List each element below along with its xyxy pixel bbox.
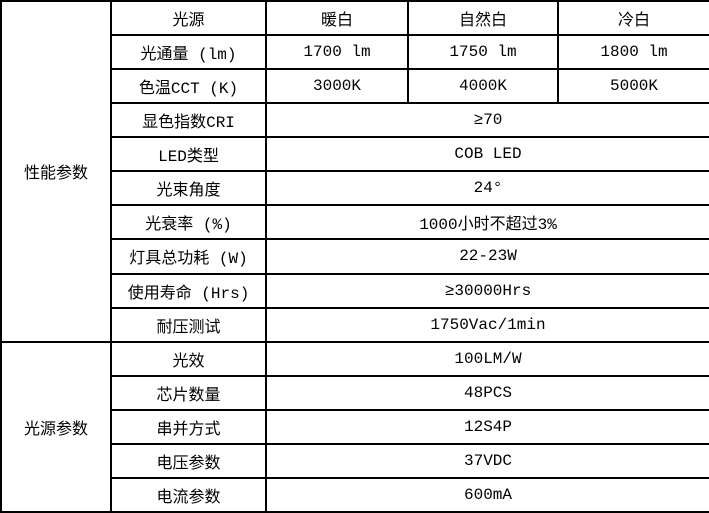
- table-row-chip-count: 芯片数量 48PCS: [1, 374, 709, 411]
- param-label: 芯片数量: [110, 374, 267, 411]
- header-cold-white: 冷白: [557, 0, 709, 37]
- param-value: 37VDC: [265, 442, 709, 479]
- param-label: 使用寿命 (Hrs): [110, 272, 267, 309]
- param-label: 光衰率 (%): [110, 204, 267, 241]
- table-row-current: 电流参数 600mA: [1, 476, 709, 513]
- param-label: 电压参数: [110, 442, 267, 479]
- table-row-series-parallel: 串并方式 12S4P: [1, 408, 709, 445]
- table-row-lifespan: 使用寿命 (Hrs) ≥30000Hrs: [1, 272, 709, 309]
- param-value: 1750 lm: [407, 34, 559, 71]
- param-value: 600mA: [265, 476, 709, 513]
- param-value: 5000K: [557, 68, 709, 105]
- param-label: 串并方式: [110, 408, 267, 445]
- param-value: 4000K: [407, 68, 559, 105]
- param-value: 100LM/W: [265, 340, 709, 377]
- header-warm-white: 暖白: [265, 0, 409, 37]
- param-label: 灯具总功耗 (W): [110, 238, 267, 275]
- section-title-light-source: 光源参数: [0, 340, 112, 513]
- table-row-lumen-decay: 光衰率 (%) 1000小时不超过3%: [1, 204, 709, 241]
- table-row-luminous-flux: 光通量 (lm) 1700 lm 1750 lm 1800 lm: [1, 34, 709, 71]
- param-label: LED类型: [110, 136, 267, 173]
- header-row: 性能参数 光源 暖白 自然白 冷白: [0, 0, 709, 343]
- param-value: 1700 lm: [265, 34, 409, 71]
- param-value: 1800 lm: [557, 34, 709, 71]
- param-label: 电流参数: [110, 476, 267, 513]
- param-value: 22-23W: [265, 238, 709, 275]
- table-row-beam-angle: 光束角度 24°: [1, 170, 709, 207]
- param-value: 12S4P: [265, 408, 709, 445]
- param-value: 1750Vac/1min: [265, 306, 709, 343]
- param-value: 24°: [265, 170, 709, 207]
- param-value: COB LED: [265, 136, 709, 173]
- table-row-voltage: 电压参数 37VDC: [1, 442, 709, 479]
- header-light-source: 光源: [110, 0, 267, 37]
- param-label: 显色指数CRI: [110, 102, 267, 139]
- param-label: 光束角度: [110, 170, 267, 207]
- table-row-cri: 显色指数CRI ≥70: [1, 102, 709, 139]
- header-natural-white: 自然白: [407, 0, 559, 37]
- table-row-led-type: LED类型 COB LED: [1, 136, 709, 173]
- param-value: ≥30000Hrs: [265, 272, 709, 309]
- param-value: 48PCS: [265, 374, 709, 411]
- param-label: 光效: [110, 340, 267, 377]
- table-row-withstand-voltage: 耐压测试 1750Vac/1min: [1, 306, 709, 343]
- table-row-cct: 色温CCT (K) 3000K 4000K 5000K: [1, 68, 709, 105]
- param-label: 光通量 (lm): [110, 34, 267, 71]
- param-label: 耐压测试: [110, 306, 267, 343]
- section-title-performance: 性能参数: [0, 0, 112, 343]
- param-label: 色温CCT (K): [110, 68, 267, 105]
- param-value: 3000K: [265, 68, 409, 105]
- table-row-luminous-efficacy: 光源参数 光效 100LM/W: [0, 340, 709, 513]
- param-value: ≥70: [265, 102, 709, 139]
- table-row-total-power: 灯具总功耗 (W) 22-23W: [1, 238, 709, 275]
- param-value: 1000小时不超过3%: [265, 204, 709, 241]
